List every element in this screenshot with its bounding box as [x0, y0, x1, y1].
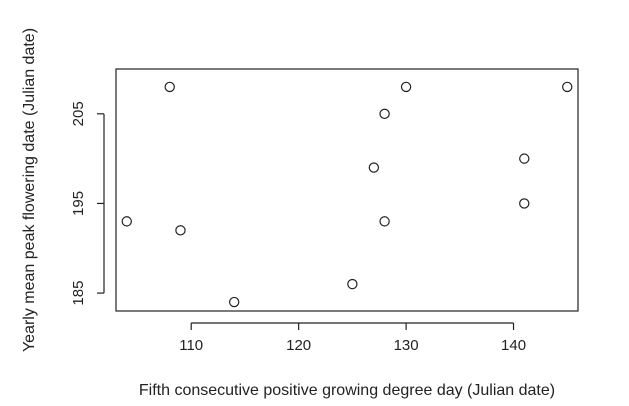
data-point — [519, 198, 530, 209]
data-point — [175, 225, 186, 236]
x-axis-ticks: 110 120 130 140 — [179, 323, 526, 354]
x-tick-label: 110 — [179, 337, 203, 354]
data-point — [228, 296, 240, 308]
x-tick-label: 120 — [286, 337, 311, 354]
x-tick-label: 130 — [394, 337, 419, 354]
data-point — [519, 153, 530, 164]
y-tick-label: 205 — [70, 101, 87, 126]
y-axis-ticks: 185 195 205 — [70, 101, 104, 306]
data-point — [121, 216, 132, 227]
y-tick-label: 185 — [70, 281, 87, 306]
y-axis-label: Yearly mean peak flowering date (Julian … — [21, 28, 38, 352]
data-point — [400, 81, 412, 93]
data-point — [562, 81, 573, 93]
data-point — [164, 81, 175, 93]
data-point — [379, 216, 390, 227]
data-point — [347, 278, 358, 290]
plot-frame — [115, 68, 579, 312]
data-point — [379, 108, 390, 120]
data-points — [121, 81, 573, 308]
data-point — [368, 162, 380, 173]
y-tick-label: 195 — [70, 191, 87, 216]
x-axis-label: Fifth consecutive positive growing degre… — [139, 382, 555, 399]
x-tick-label: 140 — [501, 337, 526, 354]
